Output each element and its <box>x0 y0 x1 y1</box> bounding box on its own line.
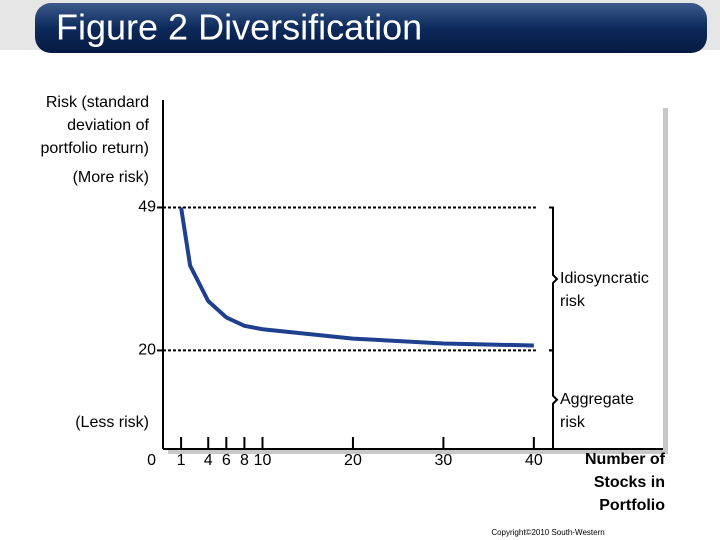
top-note: (More risk) <box>73 169 149 186</box>
label-line: Number of <box>585 451 666 468</box>
label-line: risk <box>560 293 586 310</box>
label-line: deviation of <box>67 117 149 134</box>
label-line: Aggregate <box>560 391 634 408</box>
title-bar <box>35 3 707 53</box>
risk-curve <box>179 207 534 348</box>
label-line: Portfolio <box>599 497 665 514</box>
y-tick-label: 20 <box>138 342 156 359</box>
slide-title: Figure 2 Diversification <box>56 7 422 48</box>
y-tick-label: 49 <box>138 199 156 216</box>
plot-area <box>163 103 663 449</box>
chart: Risk (standard deviation of portfolio retu… <box>41 94 666 514</box>
x-tick-label: 6 <box>222 452 231 469</box>
x-tick-label: 10 <box>254 452 272 469</box>
x-tick-label: 8 <box>240 452 249 469</box>
label-line: Idiosyncratic <box>560 270 649 287</box>
y-tick-label: 0 <box>147 452 156 469</box>
x-tick-label: 4 <box>204 452 213 469</box>
x-tick-label: 1 <box>177 452 186 469</box>
x-tick-label: 30 <box>435 452 453 469</box>
label-line: portfolio return) <box>41 140 150 157</box>
label-line: Risk (standard <box>46 94 149 111</box>
bracket <box>549 349 559 450</box>
bottom-note: (Less risk) <box>75 414 149 431</box>
label-line: Stocks in <box>594 474 665 491</box>
label-line: risk <box>560 414 586 431</box>
x-tick-label: 40 <box>525 452 543 469</box>
x-tick-label: 20 <box>344 452 362 469</box>
copyright: Copyright©2010 South-Western <box>491 528 604 537</box>
